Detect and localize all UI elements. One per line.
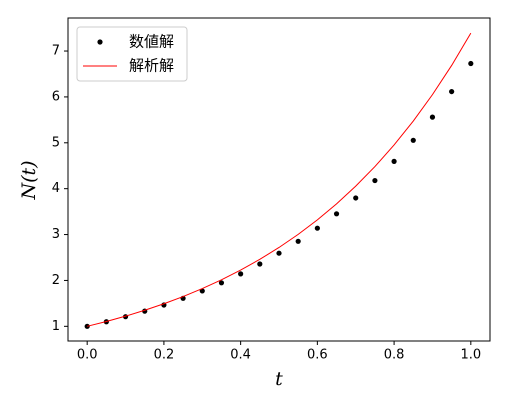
data-line <box>87 32 472 327</box>
y-tick-label: 6 <box>52 89 60 104</box>
data-point <box>429 114 436 120</box>
data-point <box>468 60 474 67</box>
data-point <box>353 195 359 201</box>
data-point <box>410 137 416 143</box>
data-point <box>295 238 301 244</box>
y-tick-label: 2 <box>52 273 60 288</box>
y-tick-label: 5 <box>52 135 60 150</box>
x-tick-label: 0.4 <box>230 348 251 363</box>
data-point <box>372 177 378 184</box>
data-point <box>314 225 320 231</box>
x-tick-label: 1.0 <box>460 348 481 363</box>
y-tick-label: 1 <box>52 319 60 334</box>
legend-marker <box>97 39 103 45</box>
legend-box <box>76 26 188 82</box>
legend-label: 数値解 <box>129 33 174 51</box>
y-axis-label: N(t) <box>18 160 40 200</box>
legend-label: 解析解 <box>129 57 174 75</box>
data-point <box>333 211 340 217</box>
x-axis-label: t <box>275 368 283 390</box>
plot-frame <box>67 17 491 342</box>
x-tick-label: 0.6 <box>307 348 328 363</box>
x-tick-label: 0.0 <box>77 348 98 363</box>
x-tick-label: 0.2 <box>154 348 175 363</box>
data-point <box>449 88 455 95</box>
data-point <box>391 158 397 164</box>
data-point <box>218 280 225 286</box>
data-point <box>257 261 263 267</box>
y-tick-label: 3 <box>52 227 60 242</box>
y-tick-label: 7 <box>52 44 60 59</box>
x-tick-label: 0.8 <box>384 348 405 363</box>
data-point <box>238 271 244 277</box>
data-point <box>276 250 282 256</box>
y-tick-label: 4 <box>52 181 60 196</box>
